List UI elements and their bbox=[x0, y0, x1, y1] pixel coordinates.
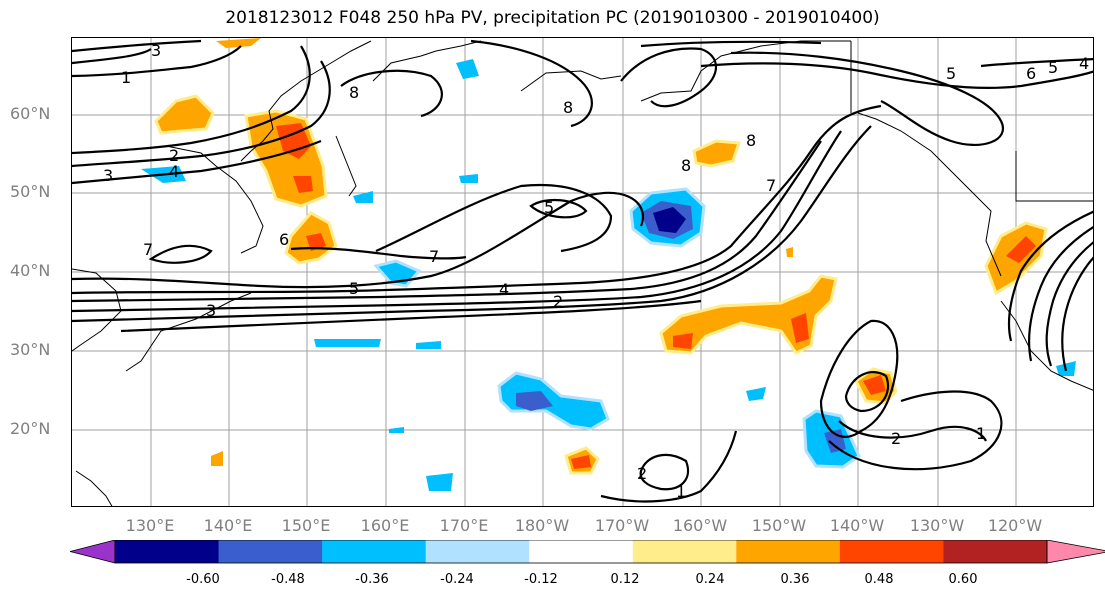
colorbar-min-extension bbox=[70, 540, 116, 564]
contour-label: 5 bbox=[349, 279, 359, 298]
colorbar bbox=[70, 540, 1105, 564]
contour-label: 2 bbox=[891, 429, 901, 448]
lon-label-150e: 150°E bbox=[281, 516, 331, 535]
graticule bbox=[72, 38, 1093, 506]
lon-label-180w: 180°W bbox=[514, 516, 570, 535]
contour-label: 6 bbox=[279, 230, 289, 249]
colorbar-segments bbox=[115, 540, 1048, 563]
colorbar-segment bbox=[736, 540, 841, 563]
lon-label-150w: 150°W bbox=[751, 516, 807, 535]
lon-label-120w: 120°W bbox=[987, 516, 1043, 535]
colorbar-segment bbox=[943, 540, 1048, 563]
colorbar-tick-label: 0.24 bbox=[695, 572, 725, 587]
contour-label: 1 bbox=[976, 424, 986, 443]
lat-label-50n: 50°N bbox=[10, 182, 51, 201]
lon-label-170e: 170°E bbox=[439, 516, 489, 535]
colorbar-segment bbox=[322, 540, 427, 563]
contour-label: 4 bbox=[169, 162, 179, 181]
contour-label: 3 bbox=[151, 41, 161, 60]
contour-label: 7 bbox=[429, 247, 439, 266]
contour-label: 4 bbox=[499, 280, 509, 299]
contour-label: 8 bbox=[746, 131, 756, 150]
contour-label: 1 bbox=[121, 68, 131, 87]
precip-positive-areas bbox=[154, 38, 1048, 475]
contour-label: 8 bbox=[681, 156, 691, 175]
colorbar-tick-label: -0.12 bbox=[524, 572, 558, 587]
contour-label: 5 bbox=[1048, 58, 1058, 77]
colorbar-segment bbox=[115, 540, 220, 563]
lon-label-160w: 160°W bbox=[672, 516, 728, 535]
lat-label-20n: 20°N bbox=[10, 419, 51, 438]
contour-label: 7 bbox=[143, 240, 153, 259]
lat-label-30n: 30°N bbox=[10, 340, 51, 359]
contour-label: 8 bbox=[563, 98, 573, 117]
lon-label-140e: 140°E bbox=[203, 516, 253, 535]
pv-contours bbox=[72, 39, 1093, 503]
contour-label: 2 bbox=[169, 146, 179, 165]
colorbar-tick-label: -0.48 bbox=[271, 572, 305, 587]
contour-labels: 1 1 1 2 2 2 2 3 3 3 4 4 4 5 5 5 5 6 6 7 … bbox=[103, 41, 1089, 501]
lat-label-40n: 40°N bbox=[10, 261, 51, 280]
lon-label-140w: 140°W bbox=[829, 516, 885, 535]
colorbar-segment bbox=[218, 540, 323, 563]
colorbar-tick-label: 0.60 bbox=[948, 572, 978, 587]
colorbar-segment bbox=[839, 540, 944, 563]
contour-label: 2 bbox=[637, 464, 647, 483]
colorbar-tick-label: 0.12 bbox=[610, 572, 640, 587]
contour-label: 5 bbox=[544, 198, 554, 217]
map-canvas: 1 1 1 2 2 2 2 3 3 3 4 4 4 5 5 5 5 6 6 7 … bbox=[72, 38, 1093, 506]
colorbar-tick-label: -0.24 bbox=[440, 572, 474, 587]
colorbar-segment bbox=[425, 540, 530, 563]
colorbar-outline bbox=[114, 540, 1048, 564]
colorbar-segment bbox=[529, 540, 634, 563]
contour-label: 2 bbox=[553, 292, 563, 311]
contour-label: 6 bbox=[1026, 64, 1036, 83]
colorbar-segment bbox=[632, 540, 737, 563]
lon-label-160e: 160°E bbox=[360, 516, 410, 535]
colorbar-tick-label: -0.60 bbox=[186, 572, 220, 587]
colorbar-max-extension bbox=[1046, 540, 1105, 564]
contour-label: 3 bbox=[103, 166, 113, 185]
contour-label: 7 bbox=[766, 176, 776, 195]
lon-label-170w: 170°W bbox=[594, 516, 650, 535]
contour-label: 4 bbox=[1079, 54, 1089, 73]
lon-label-130w: 130°W bbox=[909, 516, 965, 535]
contour-label: 1 bbox=[676, 482, 686, 501]
colorbar-tick-label: 0.36 bbox=[780, 572, 810, 587]
coastlines bbox=[72, 40, 1093, 506]
lon-label-130e: 130°E bbox=[125, 516, 175, 535]
colorbar-tick-label: -0.36 bbox=[355, 572, 389, 587]
map-title: 2018123012 F048 250 hPa PV, precipitatio… bbox=[225, 8, 880, 28]
map-panel: 1 1 1 2 2 2 2 3 3 3 4 4 4 5 5 5 5 6 6 7 … bbox=[71, 37, 1094, 507]
contour-label: 8 bbox=[349, 83, 359, 102]
contour-label: 5 bbox=[946, 64, 956, 83]
lat-label-60n: 60°N bbox=[10, 104, 51, 123]
colorbar-tick-label: 0.48 bbox=[864, 572, 894, 587]
contour-label: 3 bbox=[206, 301, 216, 320]
